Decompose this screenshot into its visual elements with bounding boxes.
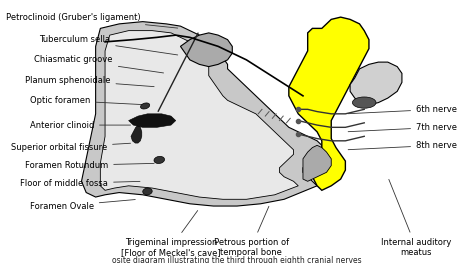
Text: Internal auditory
meatus: Internal auditory meatus bbox=[381, 179, 451, 257]
Text: 8th nerve: 8th nerve bbox=[348, 141, 457, 150]
Text: Anterior clinoid: Anterior clinoid bbox=[30, 120, 130, 130]
Polygon shape bbox=[128, 114, 176, 127]
Text: Planum sphenoidale: Planum sphenoidale bbox=[25, 75, 154, 87]
Polygon shape bbox=[303, 145, 331, 181]
Text: Chiasmatic groove: Chiasmatic groove bbox=[35, 55, 164, 73]
Ellipse shape bbox=[143, 188, 152, 195]
Text: Optic foramen: Optic foramen bbox=[30, 96, 145, 105]
Ellipse shape bbox=[154, 156, 164, 164]
Polygon shape bbox=[131, 125, 142, 143]
Text: 7th nerve: 7th nerve bbox=[348, 123, 457, 132]
Polygon shape bbox=[181, 33, 232, 67]
Text: Petrous portion of
temporal bone: Petrous portion of temporal bone bbox=[214, 206, 289, 257]
Ellipse shape bbox=[140, 103, 150, 109]
Text: Superior orbital fissure: Superior orbital fissure bbox=[11, 143, 130, 152]
Text: Foramen Rotundum: Foramen Rotundum bbox=[25, 161, 154, 170]
Text: Trigeminal impression
[Floor of Meckel's cave]: Trigeminal impression [Floor of Meckel's… bbox=[121, 211, 221, 257]
Text: Foramen Ovale: Foramen Ovale bbox=[30, 200, 135, 211]
Text: Floor of middle fossa: Floor of middle fossa bbox=[20, 179, 140, 188]
Text: Petroclinoid (Gruber's ligament): Petroclinoid (Gruber's ligament) bbox=[6, 13, 178, 28]
Polygon shape bbox=[82, 22, 322, 206]
Polygon shape bbox=[289, 17, 369, 190]
Text: osite diagram illustrating the third through eighth cranial nerves: osite diagram illustrating the third thr… bbox=[112, 256, 362, 263]
Polygon shape bbox=[350, 62, 402, 105]
Polygon shape bbox=[100, 31, 298, 199]
Circle shape bbox=[353, 97, 376, 108]
Text: Tuberculum sella: Tuberculum sella bbox=[39, 35, 178, 55]
Text: 6th nerve: 6th nerve bbox=[348, 105, 457, 114]
